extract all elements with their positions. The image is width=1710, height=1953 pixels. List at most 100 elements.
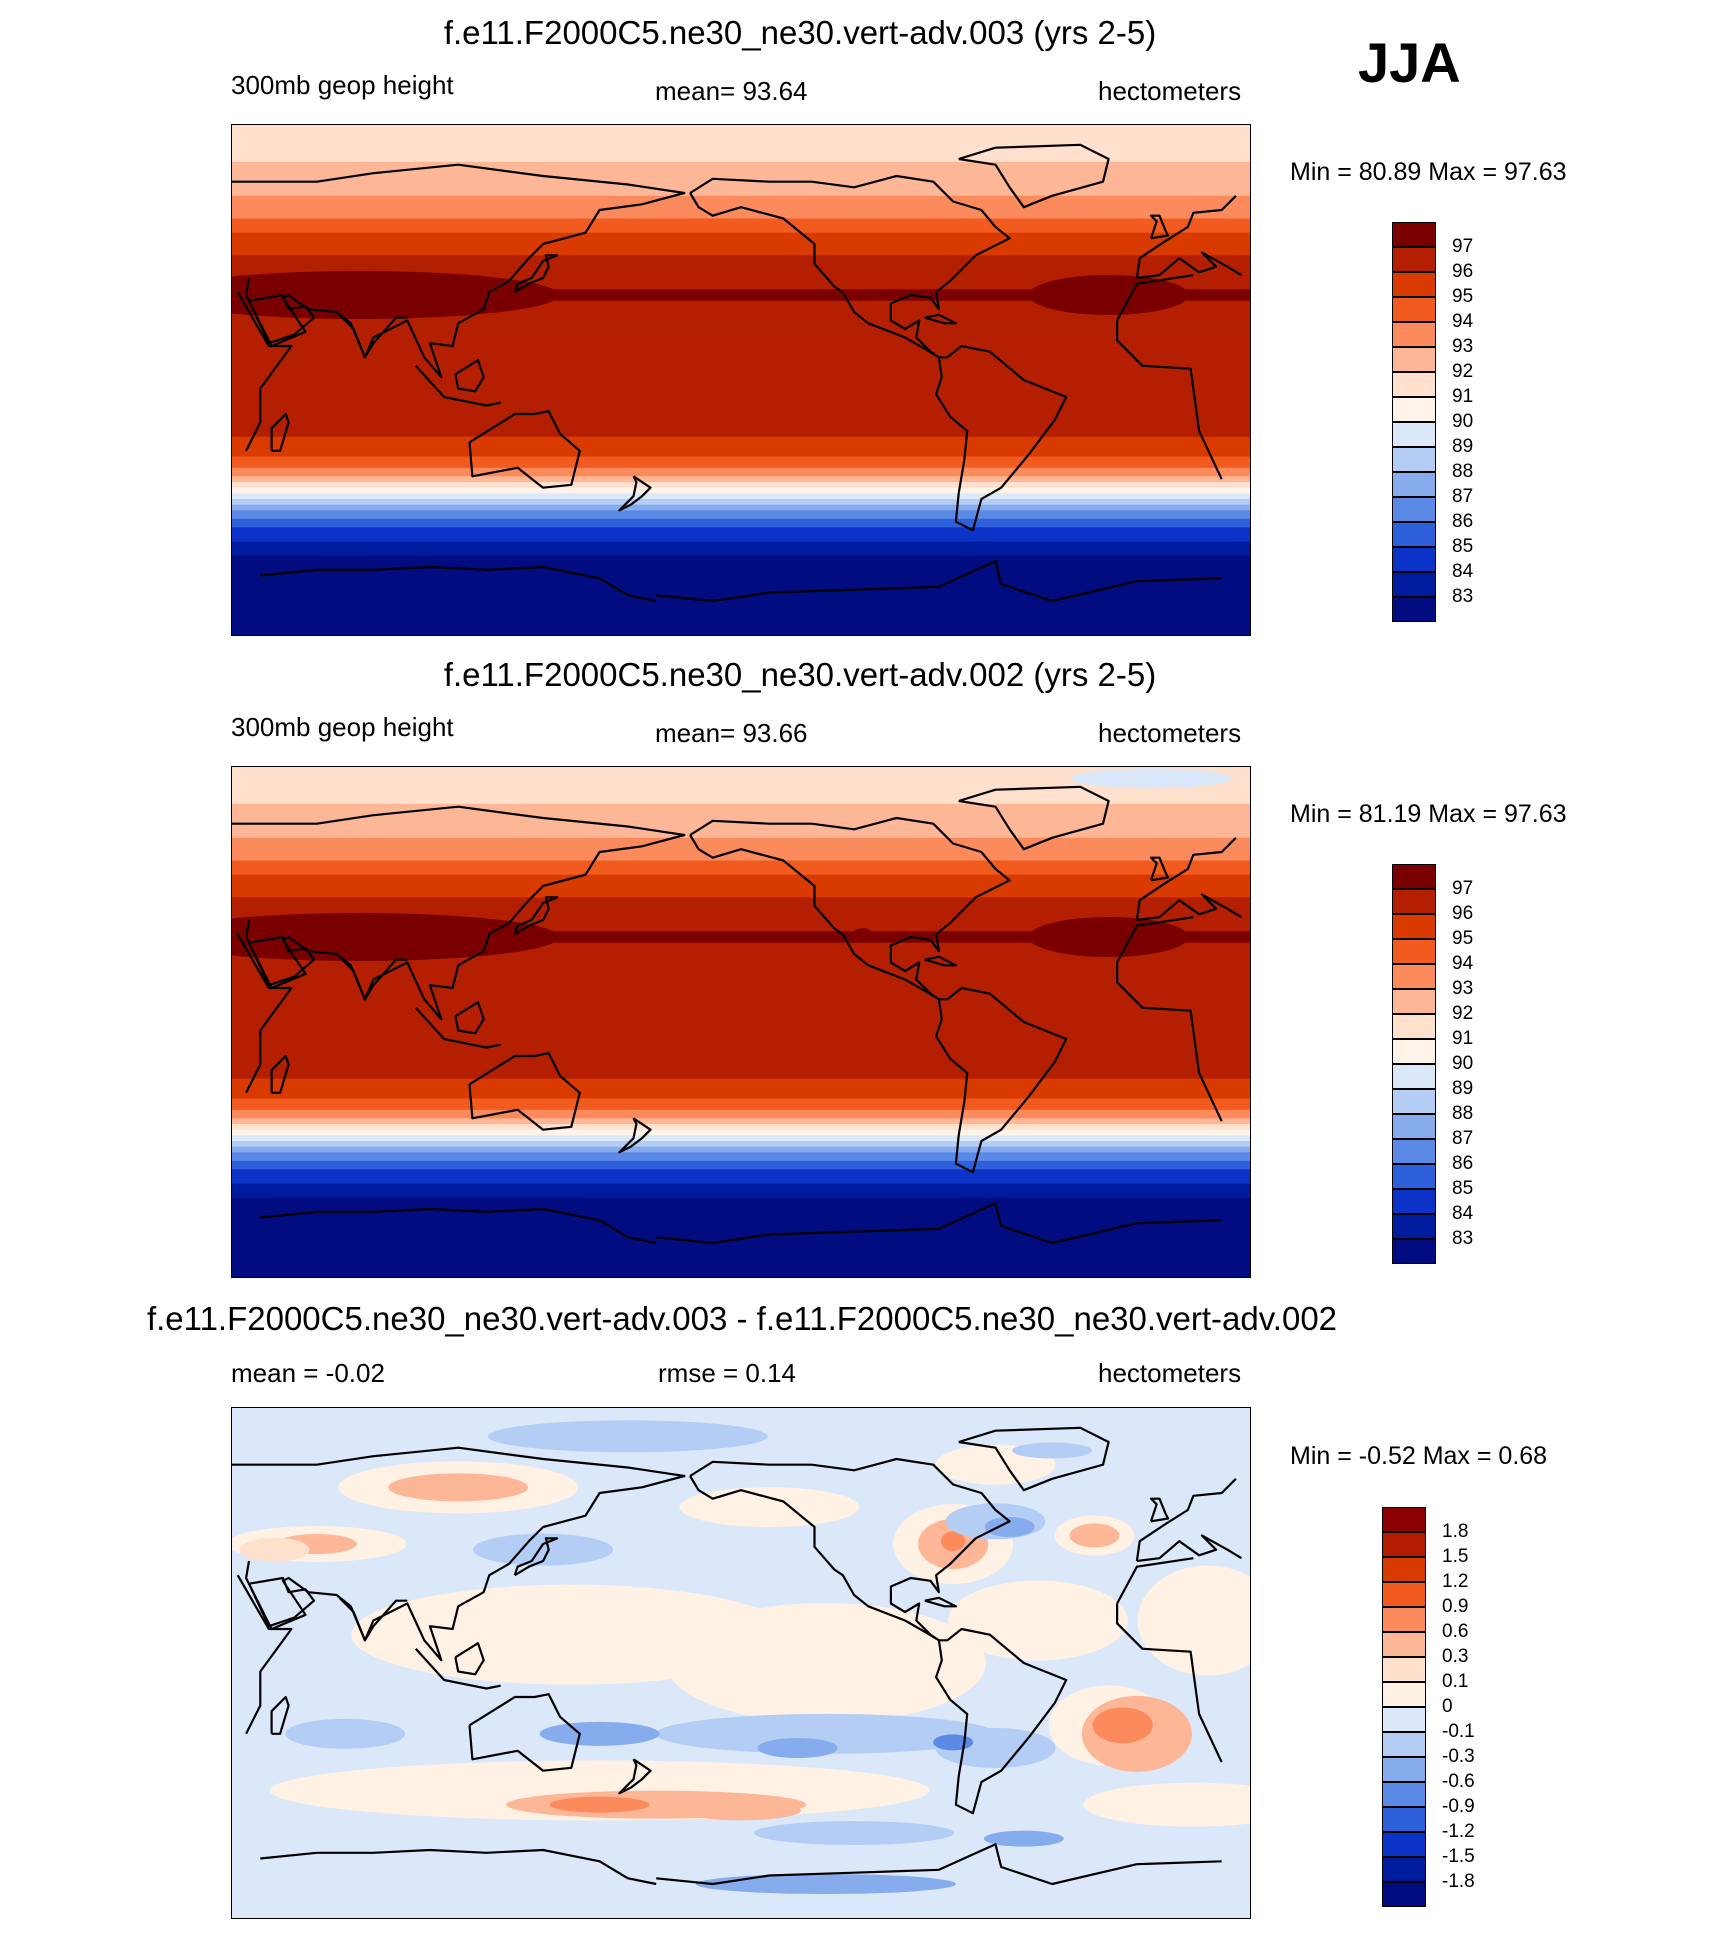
contour-band: [232, 618, 1250, 622]
contour-band: [232, 1214, 1250, 1219]
contour-band: [232, 962, 1250, 966]
contour-band: [232, 229, 1250, 234]
contour-band: [232, 1206, 1250, 1210]
panel2-title: f.e11.F2000C5.ne30_ne30.vert-adv.002 (yr…: [443, 656, 1157, 693]
colorbar-tick-label: 85: [1452, 536, 1474, 557]
contour-band: [232, 772, 1250, 777]
contour-band: [232, 433, 1250, 438]
colorbar-tick-label: 92: [1452, 1003, 1474, 1024]
colorbar-tick-label: 0.6: [1442, 1621, 1469, 1642]
contour-band: [232, 1274, 1250, 1277]
contour-band: [232, 1053, 1250, 1057]
colorbar-tick-label: 87: [1452, 1128, 1474, 1149]
contour-band: [232, 235, 1250, 239]
coastline: [958, 785, 1110, 851]
subtropical-high-atlantic: [1028, 917, 1189, 957]
contour-band: [232, 999, 1250, 1003]
contour-band: [232, 843, 1250, 847]
contour-band: [232, 1027, 1250, 1032]
diff-contour-region: [933, 1734, 974, 1751]
contour-band: [232, 391, 1250, 395]
contour-band: [232, 326, 1250, 330]
contour-band: [232, 1175, 1250, 1179]
contour-band: [232, 388, 1250, 392]
coastline: [924, 313, 957, 325]
contour-band: [232, 374, 1250, 378]
coastline: [236, 274, 1223, 480]
contour-band: [232, 945, 1250, 949]
contour-band: [232, 544, 1250, 548]
colorbar-tick-label: -1.2: [1442, 1821, 1475, 1842]
colorbar-tick-label: 0.9: [1442, 1596, 1469, 1617]
contour-band: [232, 1234, 1250, 1238]
contour-band: [232, 346, 1250, 350]
contour-band: [232, 422, 1250, 426]
coastline: [689, 1457, 1011, 1642]
subtropical-high-atlantic: [1028, 275, 1189, 315]
contour-band: [232, 334, 1250, 339]
contour-band: [232, 1030, 1250, 1034]
contour-band: [232, 524, 1250, 528]
coastline: [935, 1627, 1068, 1815]
contour-band: [232, 246, 1250, 251]
contour-band: [232, 1166, 1250, 1170]
contour-band: [232, 601, 1250, 605]
panel2-left-label: 300mb geop height: [231, 712, 454, 742]
diff-contour-region: [285, 1718, 406, 1749]
contour-band: [232, 136, 1250, 140]
contour-band: [232, 854, 1250, 859]
contour-band: [232, 581, 1250, 585]
contour-band: [232, 399, 1250, 404]
panel3-title: f.e11.F2000C5.ne30_ne30.vert-adv.003 - f…: [146, 1300, 1338, 1337]
contour-band: [232, 292, 1250, 296]
contour-band: [232, 973, 1250, 978]
contour-band: [232, 869, 1250, 873]
coastline: [260, 1843, 1222, 1886]
contour-band: [232, 985, 1250, 989]
contour-band: [232, 1095, 1250, 1100]
colorbar-tick-label: 85: [1452, 1178, 1474, 1199]
diff-contour-region: [757, 1738, 838, 1758]
contour-band: [232, 371, 1250, 375]
contour-band: [232, 951, 1250, 955]
contour-band: [232, 789, 1250, 794]
contour-band: [232, 1016, 1250, 1020]
contour-band: [232, 159, 1250, 163]
coastline: [414, 365, 501, 407]
contour-band: [232, 832, 1250, 836]
contour-band: [232, 993, 1250, 998]
contour-band: [232, 784, 1250, 788]
colorbar-tick-label: 84: [1452, 1203, 1474, 1224]
contour-band: [232, 419, 1250, 424]
contour-band: [232, 837, 1250, 842]
contour-band: [232, 147, 1250, 152]
coastline: [232, 163, 1243, 379]
contour-band: [232, 343, 1250, 347]
colorbar-swatch: [1382, 1657, 1426, 1682]
diff-contour-region: [754, 1821, 955, 1845]
contour-band: [232, 968, 1250, 972]
contour-band: [232, 612, 1250, 616]
contour-band: [232, 238, 1250, 242]
contour-band: [232, 835, 1250, 839]
colorbar-tick-label: 96: [1452, 903, 1474, 924]
contour-band: [232, 575, 1250, 579]
coastline: [232, 805, 1243, 1021]
contour-band: [232, 781, 1250, 785]
colorbar-swatch: [1392, 447, 1436, 472]
contour-band: [232, 1067, 1250, 1071]
colorbar-swatch: [1392, 1014, 1436, 1039]
contour-band: [232, 1010, 1250, 1015]
contour-band: [232, 467, 1250, 472]
contour-band: [232, 1177, 1250, 1182]
contour-band: [232, 337, 1250, 341]
coastline: [468, 1693, 581, 1772]
contour-band: [232, 826, 1250, 830]
colorbar-tick-label: 91: [1452, 386, 1474, 407]
colorbar-swatch: [1392, 1064, 1436, 1089]
diff-contour-region: [941, 1531, 966, 1552]
contour-band: [232, 538, 1250, 543]
contour-band: [232, 928, 1250, 932]
colorbar-swatch: [1392, 1114, 1436, 1139]
contour-band: [232, 306, 1250, 310]
